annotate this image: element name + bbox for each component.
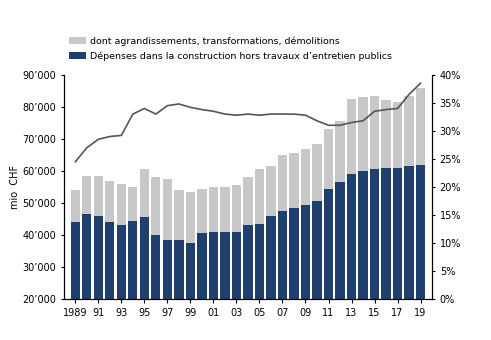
Bar — [82, 214, 91, 340]
Bar — [347, 99, 356, 174]
Bar — [255, 224, 264, 340]
Bar — [255, 169, 264, 224]
Bar — [140, 169, 149, 218]
Bar — [117, 225, 126, 340]
Bar — [71, 190, 80, 222]
Bar — [94, 176, 103, 216]
Bar — [232, 232, 241, 340]
Bar — [370, 169, 379, 340]
Bar — [382, 100, 391, 168]
Bar — [197, 234, 207, 340]
Bar — [174, 190, 184, 240]
Bar — [186, 243, 195, 340]
Bar — [163, 179, 172, 240]
Legend: dont agrandissements, transformations, démolitions, Dépenses dans la constructio: dont agrandissements, transformations, d… — [69, 36, 392, 61]
Bar — [232, 185, 241, 232]
Bar — [94, 216, 103, 340]
Bar — [370, 96, 379, 169]
Bar — [289, 153, 299, 208]
Bar — [393, 168, 402, 340]
Bar — [244, 225, 252, 340]
Bar — [335, 121, 345, 182]
Bar — [335, 182, 345, 340]
Bar — [324, 189, 333, 340]
Bar — [267, 166, 275, 216]
Bar — [358, 171, 368, 340]
Bar — [301, 149, 310, 205]
Bar — [220, 232, 229, 340]
Bar — [186, 192, 195, 243]
Bar — [324, 129, 333, 189]
Bar — [82, 176, 91, 214]
Bar — [71, 222, 80, 340]
Bar — [197, 189, 207, 234]
Bar — [209, 187, 218, 232]
Bar — [128, 187, 137, 221]
Bar — [278, 211, 287, 340]
Bar — [163, 240, 172, 340]
Bar — [278, 155, 287, 211]
Bar — [393, 102, 402, 168]
Bar — [416, 165, 425, 340]
Bar — [105, 181, 114, 222]
Bar — [405, 96, 413, 166]
Bar — [267, 216, 275, 340]
Bar — [382, 168, 391, 340]
Bar — [312, 144, 322, 201]
Bar — [289, 208, 299, 340]
Bar — [347, 174, 356, 340]
Bar — [358, 97, 368, 171]
Bar — [405, 166, 413, 340]
Y-axis label: mio  CHF: mio CHF — [9, 165, 20, 209]
Bar — [151, 177, 161, 235]
Bar — [140, 218, 149, 340]
Bar — [220, 187, 229, 232]
Bar — [244, 177, 252, 225]
Bar — [105, 222, 114, 340]
Bar — [312, 201, 322, 340]
Bar — [151, 235, 161, 340]
Bar — [416, 88, 425, 165]
Bar — [128, 221, 137, 340]
Bar — [174, 240, 184, 340]
Bar — [301, 205, 310, 340]
Bar — [209, 232, 218, 340]
Bar — [117, 184, 126, 225]
